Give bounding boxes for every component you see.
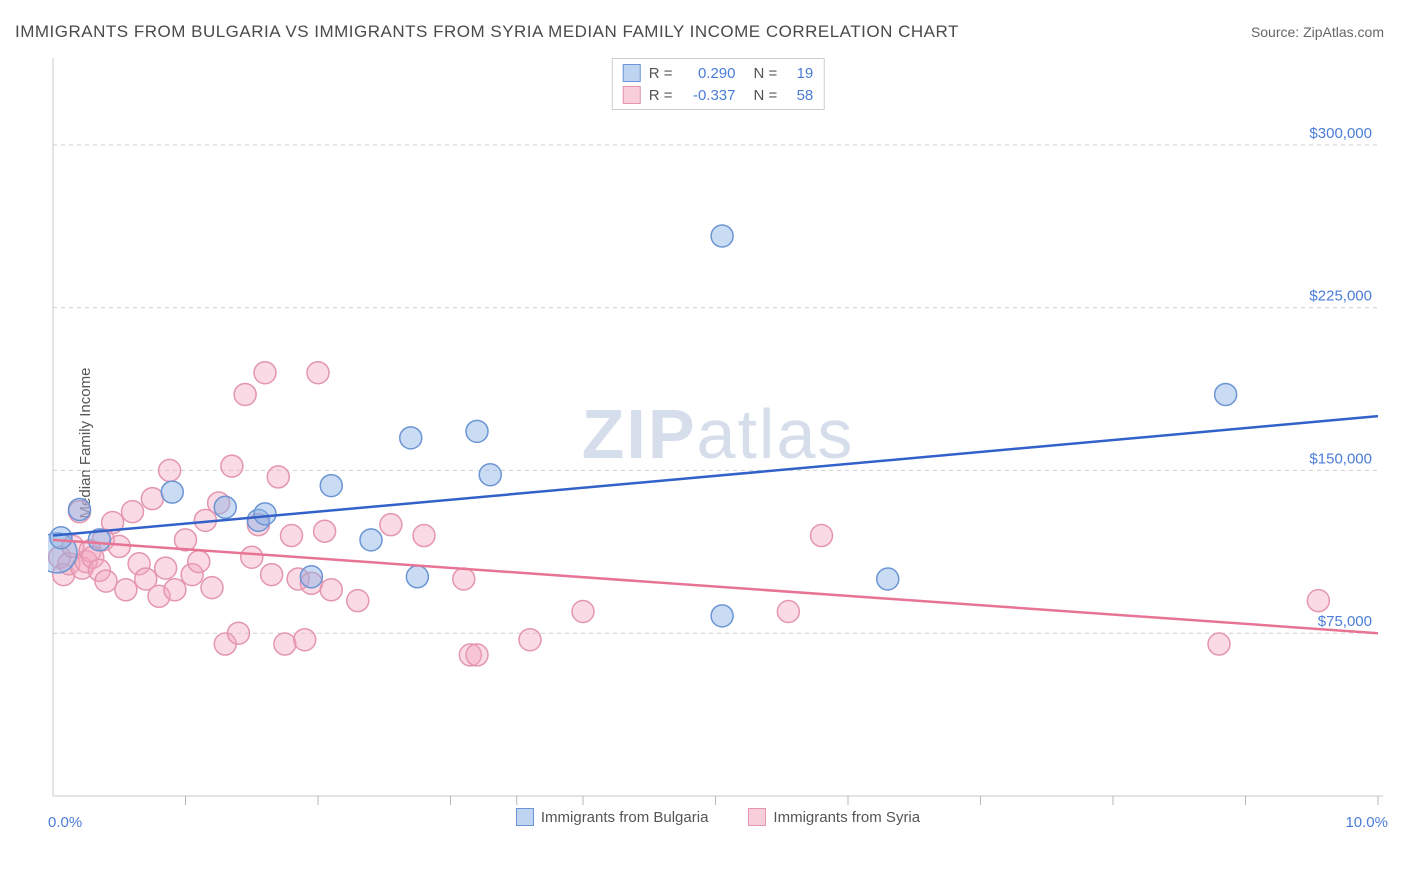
data-point <box>254 503 276 525</box>
y-tick-label: $150,000 <box>1309 450 1372 467</box>
data-point <box>466 644 488 666</box>
data-point <box>274 633 296 655</box>
r-value-syria: -0.337 <box>681 87 736 104</box>
data-point <box>281 525 303 547</box>
data-point <box>466 420 488 442</box>
data-point <box>400 427 422 449</box>
data-point <box>141 488 163 510</box>
data-point <box>122 501 144 523</box>
r-value-bulgaria: 0.290 <box>681 65 736 82</box>
n-value-bulgaria: 19 <box>785 65 813 82</box>
swatch-blue-icon <box>516 808 534 826</box>
data-point <box>261 564 283 586</box>
data-point <box>50 527 72 549</box>
n-label: N = <box>754 65 778 82</box>
r-label: R = <box>649 65 673 82</box>
data-point <box>241 546 263 568</box>
n-label: N = <box>754 87 778 104</box>
data-point <box>519 629 541 651</box>
stats-row-bulgaria: R = 0.290 N = 19 <box>623 62 814 84</box>
data-point <box>1307 590 1329 612</box>
data-point <box>254 362 276 384</box>
data-point <box>69 498 91 520</box>
data-point <box>188 551 210 573</box>
data-point <box>234 383 256 405</box>
data-point <box>201 577 223 599</box>
data-point <box>406 566 428 588</box>
data-point <box>115 579 137 601</box>
legend-item-bulgaria: Immigrants from Bulgaria <box>516 808 709 826</box>
legend-label-syria: Immigrants from Syria <box>773 809 920 826</box>
swatch-blue-icon <box>623 64 641 82</box>
correlation-stats-box: R = 0.290 N = 19 R = -0.337 N = 58 <box>612 58 825 110</box>
data-point <box>164 579 186 601</box>
y-tick-label: $300,000 <box>1309 125 1372 142</box>
data-point <box>777 601 799 623</box>
scatter-plot: $75,000 $150,000 $225,000 $300,000 ZIPatlas <box>48 58 1388 828</box>
data-point <box>347 590 369 612</box>
data-point <box>479 464 501 486</box>
x-axis-max-label: 10.0% <box>1345 814 1388 831</box>
data-point <box>214 496 236 518</box>
data-point <box>108 535 130 557</box>
data-point <box>221 455 243 477</box>
data-point <box>95 570 117 592</box>
data-point <box>314 520 336 542</box>
series-legend: Immigrants from Bulgaria Immigrants from… <box>48 803 1388 831</box>
data-point <box>1215 383 1237 405</box>
source-attribution: Source: ZipAtlas.com <box>1251 24 1384 40</box>
data-point <box>380 514 402 536</box>
chart-container: Median Family Income $75,000$150,000$225… <box>48 58 1388 828</box>
n-value-syria: 58 <box>785 87 813 104</box>
watermark-text: ZIPatlas <box>582 395 855 473</box>
data-point <box>877 568 899 590</box>
x-axis-min-label: 0.0% <box>48 814 82 831</box>
data-point <box>159 459 181 481</box>
data-point <box>300 566 322 588</box>
y-tick-label: $225,000 <box>1309 288 1372 305</box>
data-point <box>267 466 289 488</box>
legend-item-syria: Immigrants from Syria <box>748 808 920 826</box>
y-tick-label: $75,000 <box>1318 613 1372 630</box>
data-point <box>307 362 329 384</box>
data-point <box>320 579 342 601</box>
data-point <box>155 557 177 579</box>
data-point <box>294 629 316 651</box>
swatch-pink-icon <box>748 808 766 826</box>
swatch-pink-icon <box>623 86 641 104</box>
data-point <box>572 601 594 623</box>
data-point <box>1208 633 1230 655</box>
data-point <box>161 481 183 503</box>
data-point <box>320 475 342 497</box>
chart-title: IMMIGRANTS FROM BULGARIA VS IMMIGRANTS F… <box>15 22 959 42</box>
stats-row-syria: R = -0.337 N = 58 <box>623 84 814 106</box>
data-point <box>711 605 733 627</box>
r-label: R = <box>649 87 673 104</box>
data-point <box>360 529 382 551</box>
data-point <box>453 568 475 590</box>
data-point <box>811 525 833 547</box>
data-point <box>413 525 435 547</box>
data-point <box>228 622 250 644</box>
data-point <box>711 225 733 247</box>
legend-label-bulgaria: Immigrants from Bulgaria <box>541 809 709 826</box>
